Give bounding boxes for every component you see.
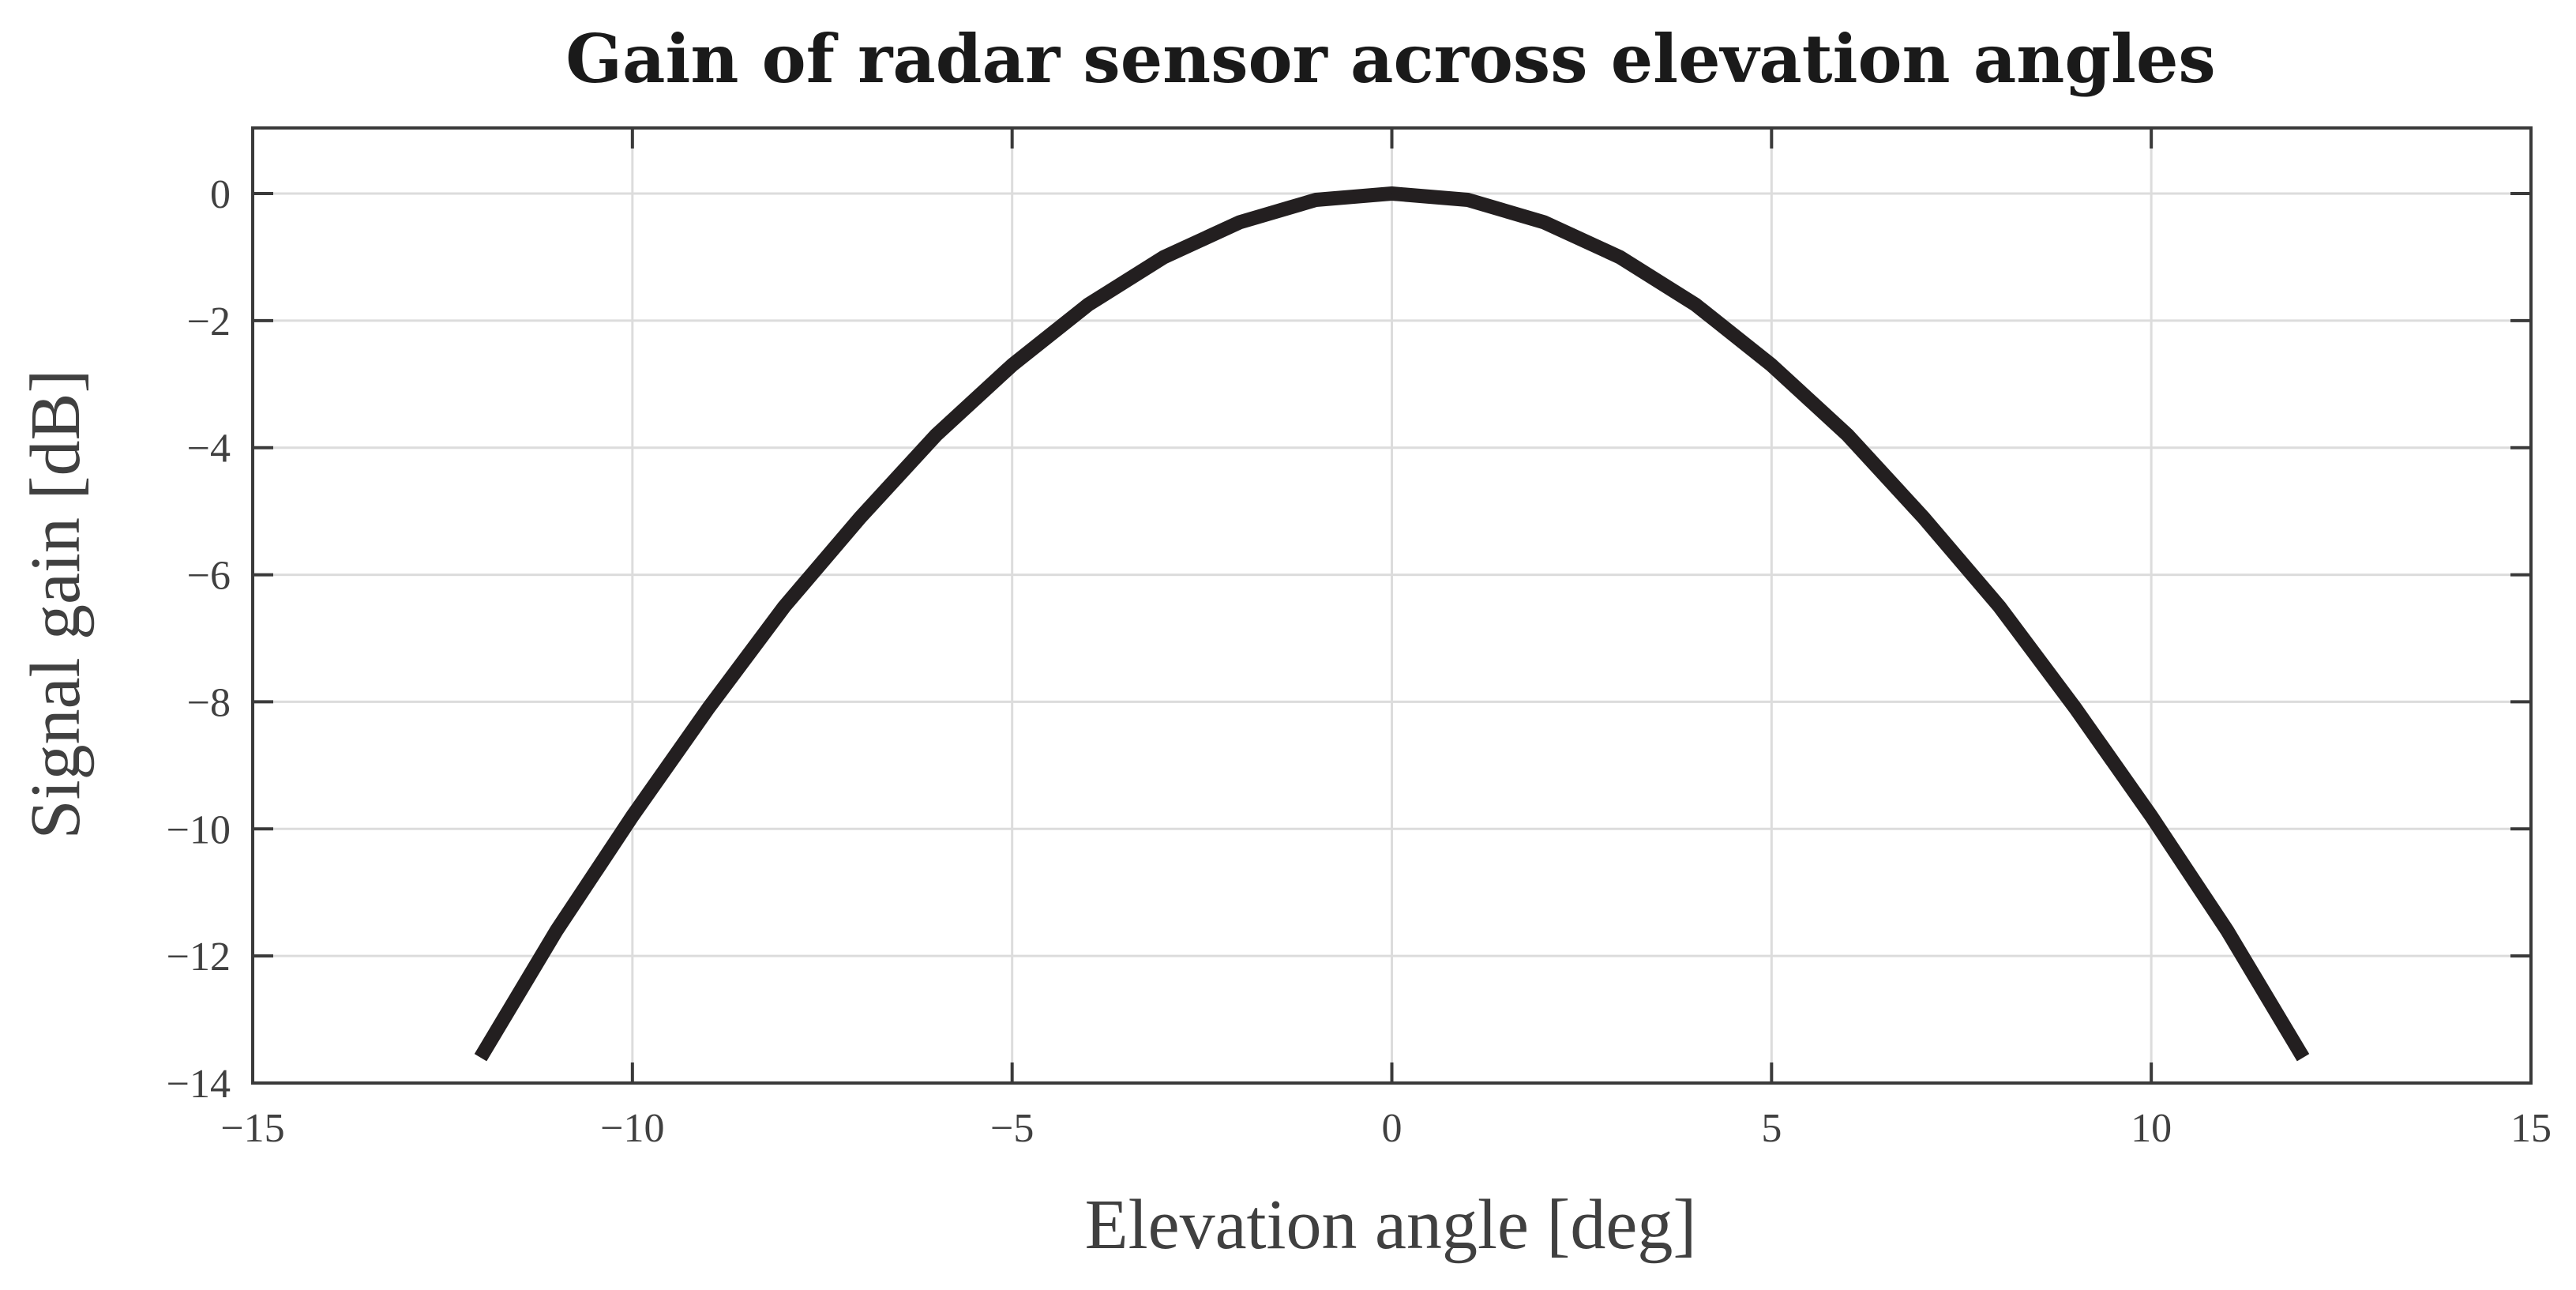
x-tick-label: 0 [1382,1106,1403,1151]
x-tick-label: −5 [990,1106,1034,1151]
x-tick-label: 5 [1761,1106,1782,1151]
x-tick-label: −10 [600,1106,664,1151]
x-tick-label: −15 [220,1106,284,1151]
y-tick-label: −6 [187,554,231,599]
y-tick-label: −14 [167,1062,231,1107]
chart-title: Gain of radar sensor across elevation an… [565,20,2215,98]
y-tick-label: −10 [167,807,231,852]
series-layer [474,186,2310,1062]
ticks: −15 −10 −5 0 5 10 15 0 −2 −4 −6 −8 −10 −12 −14 [167,128,2552,1151]
y-axis-label: Signal gain [dB] [17,370,95,840]
y-tick-label: −12 [167,935,231,980]
y-tick-label: −2 [187,299,231,344]
x-tick-label: 15 [2510,1106,2552,1151]
y-tick-label: −4 [187,427,231,472]
x-tick-label: 10 [2131,1106,2172,1151]
y-tick-label: −8 [187,680,231,725]
x-axis-label: Elevation angle [deg] [1085,1186,1697,1264]
grid [253,128,2531,1083]
y-tick-label: 0 [210,172,231,217]
